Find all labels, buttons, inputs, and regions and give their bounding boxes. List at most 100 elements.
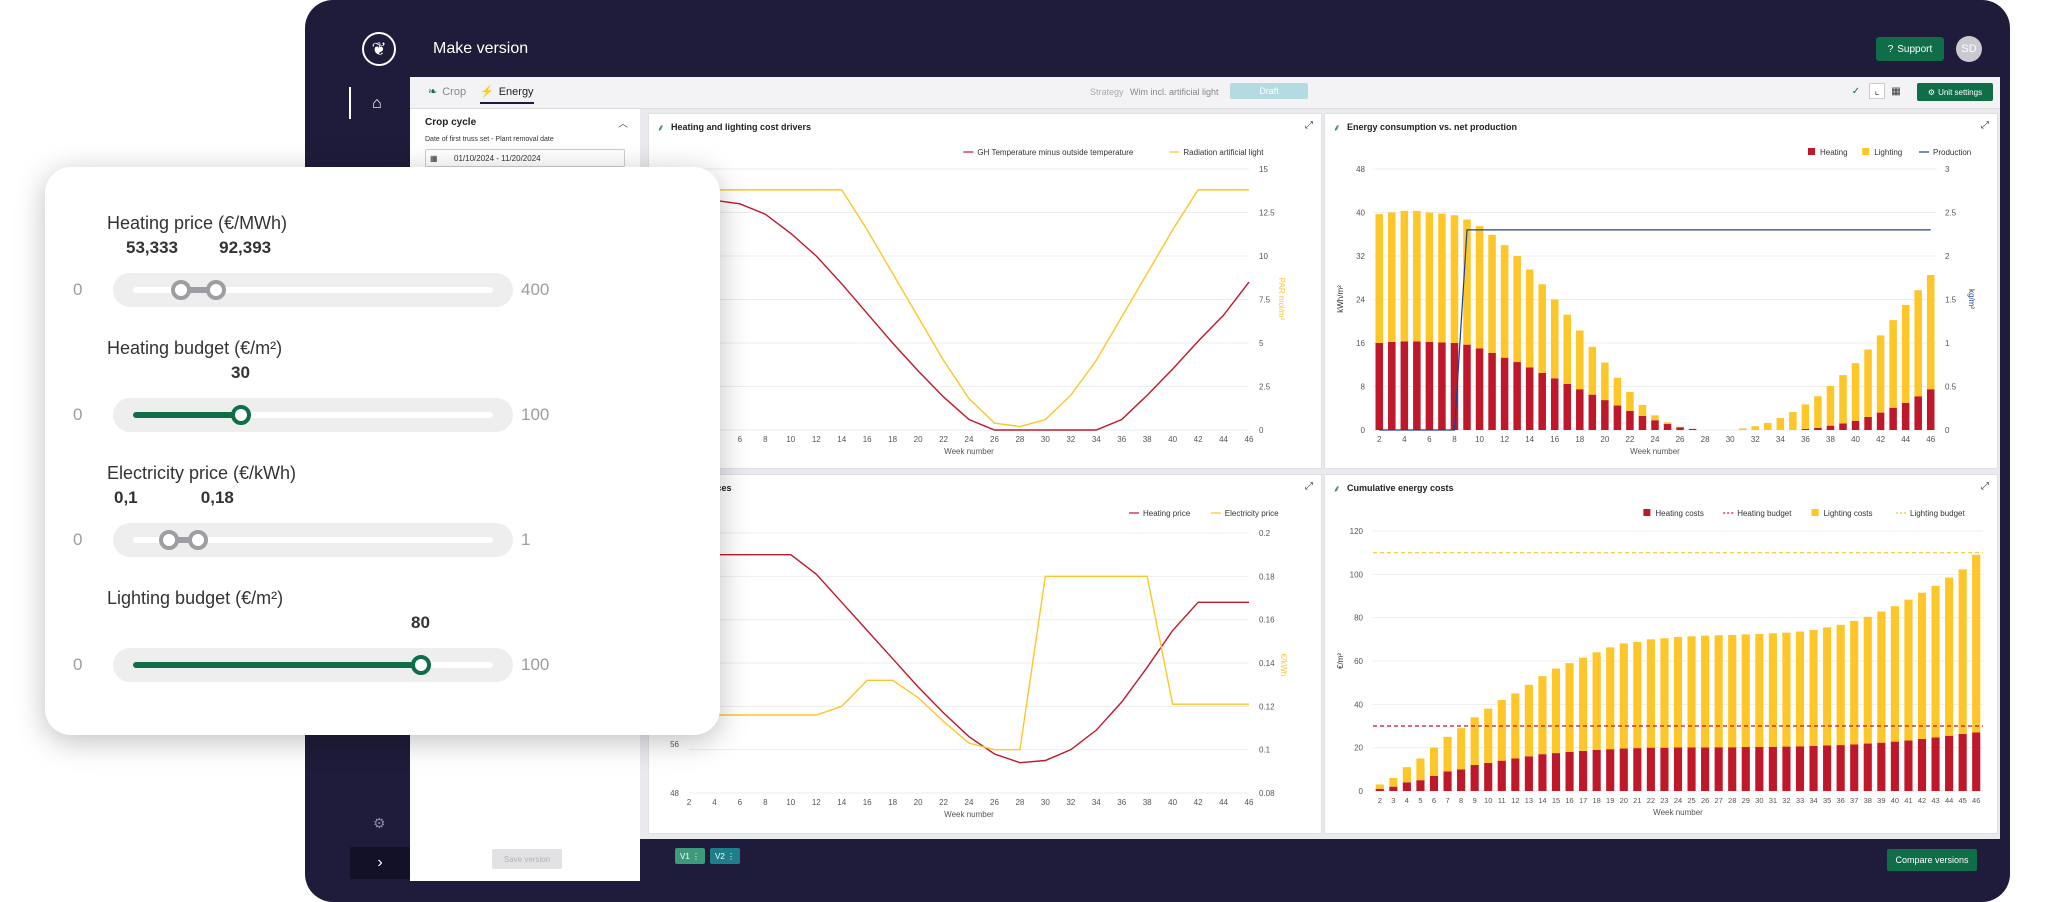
slider-thumb[interactable] bbox=[411, 655, 431, 675]
tick-label: 0 bbox=[1945, 426, 1950, 435]
bar-heating-cost bbox=[1633, 748, 1642, 791]
bar-heating-cost bbox=[1877, 742, 1886, 791]
help-icon: ? bbox=[1887, 43, 1894, 55]
bar-heating bbox=[1475, 348, 1484, 430]
app-logo-icon[interactable]: ❦ bbox=[362, 32, 396, 66]
tick-label: 21 bbox=[1633, 796, 1641, 805]
slider-thumb[interactable] bbox=[231, 405, 251, 425]
line-chart-view-icon[interactable]: ⌞ bbox=[1869, 83, 1885, 99]
slider-max-label: 400 bbox=[521, 280, 550, 299]
bar-heating-cost bbox=[1701, 747, 1710, 791]
calendar-icon: ▦ bbox=[430, 154, 438, 163]
bar-lighting-cost bbox=[1755, 633, 1764, 748]
strategy-label: Strategy bbox=[1090, 87, 1124, 97]
tick-label: 26 bbox=[990, 798, 999, 807]
expand-icon[interactable]: ⤢ bbox=[1981, 481, 1989, 492]
tick-label: 2.5 bbox=[1945, 209, 1957, 218]
tick-label: 32 bbox=[1782, 796, 1790, 805]
series-line bbox=[689, 189, 1249, 428]
slider-overlay-card: Heating price (€/MWh) 0 400 53,333 92,393 Hea… bbox=[45, 167, 720, 735]
bar-heating bbox=[1676, 427, 1684, 430]
bar-heating bbox=[1801, 428, 1810, 430]
chart-panel-energy-consumption: ⸙ Energy consumption vs. net production … bbox=[1324, 113, 1998, 469]
slider-thumb-high[interactable] bbox=[206, 280, 227, 300]
bar-heating bbox=[1663, 424, 1672, 430]
bar-lighting bbox=[1676, 426, 1684, 428]
bar-lighting-cost bbox=[1497, 700, 1506, 761]
bar-lighting bbox=[1513, 256, 1521, 363]
gear-icon[interactable]: ⚙ bbox=[373, 815, 386, 831]
sidebar-expand-button[interactable]: › bbox=[350, 847, 410, 879]
tick-label: 46 bbox=[1245, 435, 1254, 444]
tick-label: 26 bbox=[1676, 435, 1685, 444]
slider-max-label: 100 bbox=[521, 405, 550, 424]
tick-label: 3 bbox=[1391, 796, 1395, 805]
chart-panel-cumulative-costs: ⸙ Cumulative energy costs ⤢ 0 20 40 60 80 100… bbox=[1324, 474, 1998, 834]
expand-icon[interactable]: ⤢ bbox=[1305, 481, 1313, 492]
bar-heating-cost bbox=[1958, 734, 1967, 791]
expand-icon[interactable]: ⤢ bbox=[1981, 120, 1989, 131]
tick-label: 42 bbox=[1194, 798, 1203, 807]
bar-heating bbox=[1826, 425, 1835, 430]
bar-heating bbox=[1901, 402, 1910, 430]
slider-title: Electricity price (€/kWh) bbox=[107, 463, 297, 483]
slider-max-label: 1 bbox=[521, 530, 531, 549]
version-tab-v2[interactable]: V2 ⋮ bbox=[710, 848, 740, 864]
slider-track[interactable] bbox=[133, 412, 493, 418]
lightning-icon: ⚡ bbox=[480, 86, 494, 98]
slider-track[interactable] bbox=[133, 287, 493, 293]
bar-heating bbox=[1688, 428, 1697, 430]
bar-lighting-cost bbox=[1972, 554, 1981, 733]
legend-label: Lighting costs bbox=[1824, 509, 1873, 518]
axis-label: kWh/m² bbox=[1336, 285, 1345, 313]
expand-icon[interactable]: ⤢ bbox=[1305, 120, 1313, 131]
compare-versions-button[interactable]: Compare versions bbox=[1887, 849, 1977, 871]
bar-lighting-cost bbox=[1579, 657, 1588, 751]
tick-label: 16 bbox=[1565, 796, 1573, 805]
check-icon[interactable]: ✓ bbox=[1851, 85, 1861, 97]
bar-lighting bbox=[1663, 422, 1672, 425]
support-button[interactable]: ? Support bbox=[1876, 37, 1944, 61]
series-line bbox=[688, 199, 1250, 431]
bar-lighting-cost bbox=[1646, 639, 1655, 748]
table-view-icon[interactable]: ▦ bbox=[1891, 85, 1901, 97]
bar-heating-cost bbox=[1457, 769, 1466, 791]
tick-label: 0.5 bbox=[1945, 383, 1957, 392]
bar-lighting-cost bbox=[1701, 635, 1710, 748]
axis-label: €/kWh bbox=[1279, 654, 1288, 677]
slider-title: Heating price (€/MWh) bbox=[107, 213, 288, 233]
date-range-field[interactable]: ▦ 01/10/2024 - 11/20/2024 bbox=[425, 149, 625, 167]
chevron-up-icon[interactable]: ︿ bbox=[618, 119, 628, 130]
tab-crop[interactable]: ❧ Crop bbox=[428, 85, 467, 99]
tab-energy[interactable]: ⚡ Energy bbox=[480, 85, 534, 104]
bar-heating bbox=[1500, 357, 1509, 430]
page-title: Make version bbox=[433, 40, 529, 57]
bar-heating-cost bbox=[1524, 756, 1533, 791]
tick-label: 0.16 bbox=[1259, 616, 1275, 625]
tick-label: 36 bbox=[1801, 435, 1810, 444]
tick-label: 14 bbox=[837, 435, 846, 444]
bar-lighting bbox=[1438, 213, 1446, 343]
slider-thumb-low[interactable] bbox=[170, 280, 191, 300]
slider-thumb-low[interactable] bbox=[159, 530, 179, 550]
bar-lighting-cost bbox=[1904, 599, 1913, 741]
slider-title: Lighting budget (€/m²) bbox=[107, 588, 284, 608]
tick-label: 10 bbox=[1475, 435, 1484, 444]
version-tab-v1[interactable]: V1 ⋮ bbox=[675, 848, 705, 864]
bar-heating-cost bbox=[1443, 771, 1452, 791]
bar-lighting-cost bbox=[1768, 633, 1777, 747]
avatar[interactable]: SD bbox=[1956, 36, 1982, 62]
date-label: Date of first truss set - Plant removal … bbox=[425, 136, 554, 143]
slider-thumb-high[interactable] bbox=[187, 530, 208, 550]
slider-track[interactable] bbox=[133, 537, 493, 543]
bar-lighting bbox=[1463, 219, 1471, 345]
bar-lighting-cost bbox=[1958, 569, 1967, 735]
slider-high-value: 92,393 bbox=[219, 238, 272, 257]
tick-label: 20 bbox=[1354, 744, 1363, 753]
home-icon[interactable]: ⌂ bbox=[372, 95, 382, 112]
unit-settings-button[interactable]: ⚙ Unit settings bbox=[1917, 83, 1993, 101]
save-version-button[interactable]: Save version bbox=[492, 849, 562, 869]
bar-lighting bbox=[1789, 412, 1797, 430]
tick-label: 26 bbox=[990, 435, 999, 444]
leaf-icon: ❧ bbox=[428, 86, 438, 98]
